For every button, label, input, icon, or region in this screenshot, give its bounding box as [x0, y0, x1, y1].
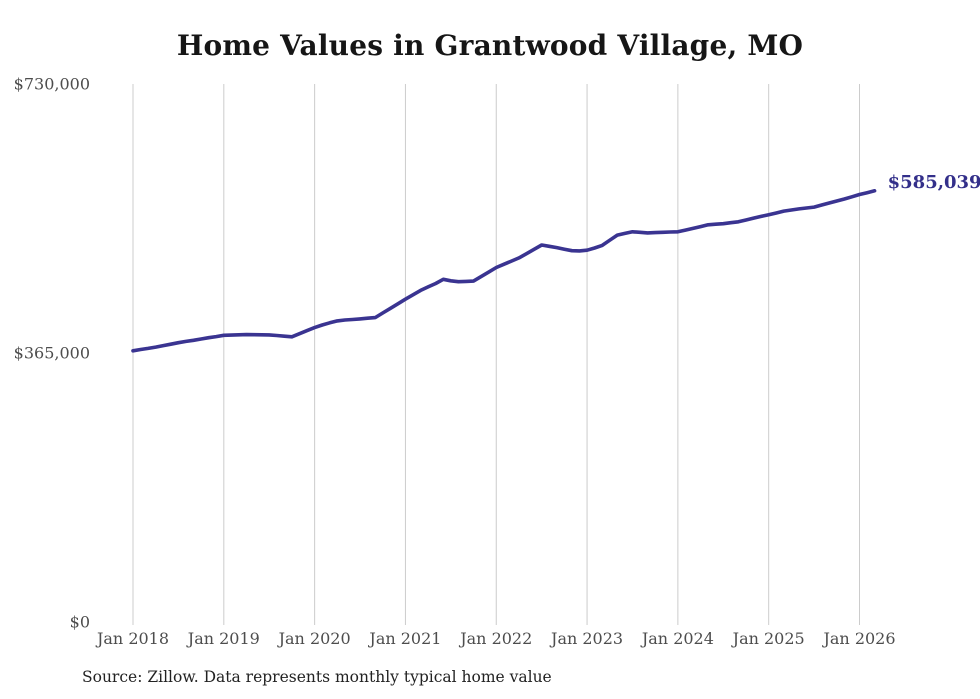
- source-note: Source: Zillow. Data represents monthly …: [82, 668, 552, 686]
- x-tick-label: Jan 2024: [640, 629, 714, 648]
- y-tick-label: $0: [70, 613, 90, 632]
- x-tick-label: Jan 2026: [821, 629, 895, 648]
- x-tick-label: Jan 2018: [95, 629, 169, 648]
- x-tick-label: Jan 2025: [731, 629, 805, 648]
- x-tick-label: Jan 2023: [549, 629, 623, 648]
- x-tick-label: Jan 2022: [458, 629, 532, 648]
- x-tick-label: Jan 2019: [186, 629, 260, 648]
- end-value-label: $585,039: [887, 171, 980, 193]
- home-value-line: [131, 189, 877, 353]
- y-tick-label: $730,000: [14, 75, 90, 94]
- y-tick-label: $365,000: [14, 344, 90, 363]
- chart-title: Home Values in Grantwood Village, MO: [176, 29, 804, 62]
- x-tick-label: Jan 2020: [277, 629, 351, 648]
- x-tick-label: Jan 2021: [367, 629, 441, 648]
